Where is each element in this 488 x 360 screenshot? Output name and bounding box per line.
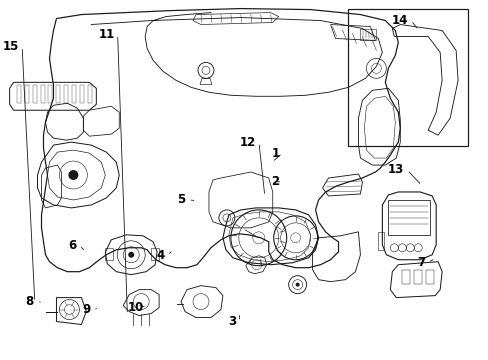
Bar — [72, 85, 76, 103]
Bar — [88, 85, 92, 103]
Bar — [413, 270, 421, 284]
Text: 12: 12 — [239, 136, 255, 149]
Text: 7: 7 — [416, 256, 424, 269]
Text: 10: 10 — [127, 301, 143, 314]
Bar — [360, 28, 376, 40]
Bar — [64, 85, 68, 103]
Bar — [56, 85, 61, 103]
Bar — [426, 270, 433, 284]
Bar — [387, 200, 429, 235]
Circle shape — [128, 252, 134, 258]
Text: 11: 11 — [98, 28, 114, 41]
Bar — [378, 232, 384, 250]
Text: 5: 5 — [177, 193, 185, 206]
Bar — [105, 248, 113, 260]
Text: 6: 6 — [68, 239, 77, 252]
Circle shape — [68, 170, 78, 180]
Text: 13: 13 — [387, 163, 403, 176]
Text: 8: 8 — [25, 296, 34, 309]
Text: 15: 15 — [3, 40, 19, 53]
Bar — [80, 85, 84, 103]
Text: 4: 4 — [156, 249, 164, 262]
Bar — [33, 85, 37, 103]
Text: 3: 3 — [228, 315, 236, 328]
Text: 14: 14 — [391, 14, 407, 27]
Bar — [48, 85, 52, 103]
Text: 9: 9 — [82, 303, 90, 316]
Bar — [151, 248, 159, 260]
Text: 1: 1 — [271, 147, 279, 159]
Text: 2: 2 — [271, 175, 279, 188]
Circle shape — [295, 283, 299, 287]
Bar — [348, 9, 467, 146]
Bar — [24, 85, 28, 103]
Bar — [41, 85, 44, 103]
Bar — [17, 85, 20, 103]
Bar — [402, 270, 409, 284]
